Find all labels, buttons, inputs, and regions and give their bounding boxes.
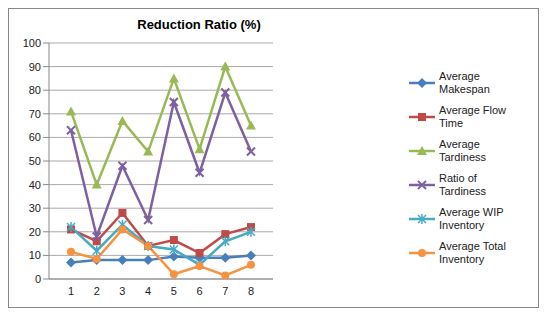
html-text:Average Makespan: Average Makespan (439, 70, 490, 95)
svg-text:90: 90 (29, 61, 41, 73)
svg-text:1: 1 (68, 285, 74, 297)
svg-text:40: 40 (29, 179, 41, 191)
html-text:Average Flow Time: Average Flow Time (439, 104, 507, 129)
svg-text:4: 4 (145, 285, 151, 297)
svg-text:50: 50 (29, 155, 41, 167)
svg-text:0: 0 (35, 273, 41, 285)
html-text:Average Total Inventory: Average Total Inventory (439, 240, 506, 265)
svg-text:10: 10 (29, 249, 41, 261)
svg-text:100: 100 (23, 37, 41, 49)
svg-text:7: 7 (222, 285, 228, 297)
html-text:Average WIP Inventory: Average WIP Inventory (439, 206, 504, 231)
svg-text:30: 30 (29, 202, 41, 214)
svg-text:2: 2 (94, 285, 100, 297)
svg-text:3: 3 (119, 285, 125, 297)
html-text:Reduction Ratio (%): Reduction Ratio (%) (137, 17, 261, 32)
svg-text:20: 20 (29, 226, 41, 238)
svg-text:8: 8 (248, 285, 254, 297)
svg-text:60: 60 (29, 131, 41, 143)
svg-text:5: 5 (171, 285, 177, 297)
html-text:Average Tardiness: Average Tardiness (439, 138, 487, 163)
svg-text:70: 70 (29, 108, 41, 120)
svg-text:80: 80 (29, 84, 41, 96)
html-text:Ratio of Tardiness: Ratio of Tardiness (439, 172, 487, 197)
svg-text:6: 6 (197, 285, 203, 297)
